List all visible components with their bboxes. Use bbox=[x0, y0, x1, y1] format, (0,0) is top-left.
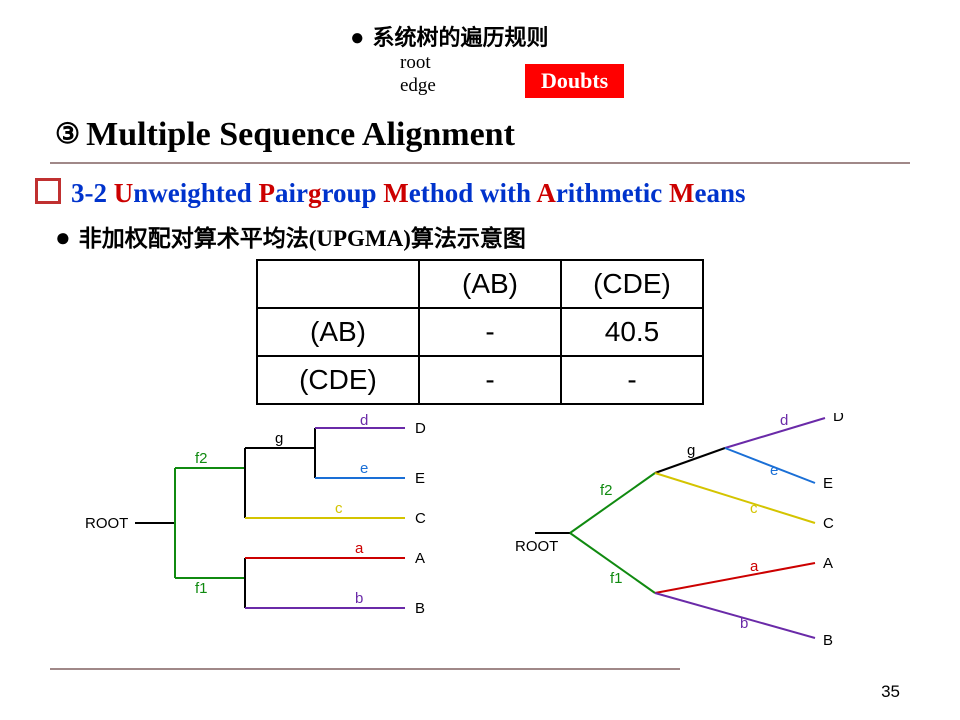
svg-text:E: E bbox=[415, 470, 425, 487]
svg-text:f2: f2 bbox=[195, 450, 208, 467]
svg-text:B: B bbox=[415, 600, 425, 617]
svg-text:e: e bbox=[770, 462, 778, 479]
slide-number: 35 bbox=[881, 682, 900, 702]
svg-text:e: e bbox=[360, 460, 368, 477]
square-bullet-icon bbox=[35, 178, 61, 204]
main-title: ③Multiple Sequence Alignment bbox=[55, 116, 960, 154]
tree-rectangular: ROOT D E C A B d e g c a b f2 f1 bbox=[75, 413, 505, 633]
sub-line-root: root bbox=[400, 52, 960, 75]
svg-text:b: b bbox=[740, 615, 748, 632]
matrix-row2: (CDE) bbox=[257, 356, 419, 404]
title-text: Multiple Sequence Alignment bbox=[86, 116, 515, 153]
top-bullet-text: 系统树的遍历规则 bbox=[373, 25, 549, 50]
tree-diagrams: ROOT D E C A B d e g c a b f2 f1 ROOT bbox=[75, 413, 885, 673]
title-rule bbox=[50, 162, 910, 164]
matrix-row1: (AB) bbox=[257, 308, 419, 356]
svg-text:a: a bbox=[355, 540, 364, 557]
svg-text:C: C bbox=[415, 510, 426, 527]
svg-text:a: a bbox=[750, 558, 759, 575]
svg-text:c: c bbox=[335, 500, 343, 517]
svg-text:g: g bbox=[275, 430, 283, 447]
svg-text:c: c bbox=[750, 500, 758, 517]
svg-text:D: D bbox=[833, 413, 844, 425]
bullet-dot: ● bbox=[350, 25, 365, 51]
svg-text:g: g bbox=[687, 442, 695, 459]
svg-text:C: C bbox=[823, 515, 834, 532]
matrix-r1c2: 40.5 bbox=[561, 308, 703, 356]
bullet2: ●非加权配对算术平均法(UPGMA)算法示意图 bbox=[55, 219, 960, 253]
root-label: ROOT bbox=[85, 515, 128, 532]
matrix-r2c1: - bbox=[419, 356, 561, 404]
sub-line-edge: edge bbox=[400, 75, 960, 98]
subtitle: 3-2 Unweighted Pairgroup Method with Ari… bbox=[35, 178, 960, 209]
svg-text:B: B bbox=[823, 632, 833, 649]
matrix-corner bbox=[257, 260, 419, 308]
top-bullet: ● 系统树的遍历规则 bbox=[350, 20, 960, 52]
bullet2-dot: ● bbox=[55, 223, 71, 252]
matrix-r2c2: - bbox=[561, 356, 703, 404]
svg-text:E: E bbox=[823, 475, 833, 492]
matrix-col1: (AB) bbox=[419, 260, 561, 308]
svg-text:d: d bbox=[780, 413, 788, 429]
svg-text:b: b bbox=[355, 590, 363, 607]
footer-rule bbox=[50, 668, 680, 670]
tree-slanted: ROOT D E C A B d e g c a b f2 f1 bbox=[515, 413, 895, 653]
svg-text:f1: f1 bbox=[195, 580, 208, 597]
svg-text:f1: f1 bbox=[610, 570, 623, 587]
distance-matrix: (AB) (CDE) (AB) - 40.5 (CDE) - - bbox=[256, 259, 704, 405]
svg-text:ROOT: ROOT bbox=[515, 538, 558, 555]
svg-text:d: d bbox=[360, 413, 368, 429]
matrix-col2: (CDE) bbox=[561, 260, 703, 308]
svg-text:A: A bbox=[415, 550, 425, 567]
svg-text:f2: f2 bbox=[600, 482, 613, 499]
doubts-badge: Doubts bbox=[525, 64, 624, 98]
matrix-r1c1: - bbox=[419, 308, 561, 356]
svg-text:A: A bbox=[823, 555, 833, 572]
title-marker: ③ bbox=[55, 119, 80, 150]
svg-text:D: D bbox=[415, 420, 426, 437]
